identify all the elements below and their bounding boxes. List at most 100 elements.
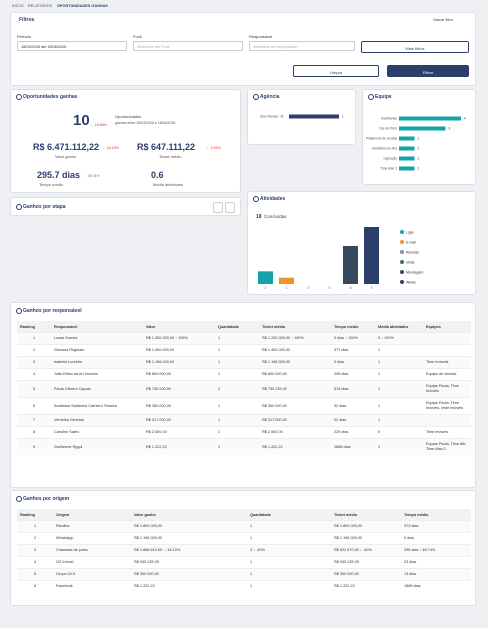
table-row: 2 WhatsApp R$ 1.196.000,00 1 R$ 1.196.000,00… [17,532,471,545]
table-cell: 1888 dias [331,438,375,455]
table-cell: R$ 1.868.610,00 ↓ -16.10% [131,544,247,557]
table-cell: 373 dias [401,520,471,533]
table-cell: João Eltino da Ari Imóveis [51,368,143,381]
table-cell: 371 dias [331,344,375,357]
table-cell: 0 ↓ 100% [375,332,423,345]
table-cell: 22 dias [331,414,375,427]
column-header: Tempo médio [331,321,375,333]
agency-card: Agência Boa Imóveis - M... 1 [247,89,356,145]
column-header: Valor ganho [131,509,247,521]
export-button[interactable] [225,202,235,213]
table-row: 6 Facebook R$ 1.222,22 1 R$ 1.222,22 1888 dia… [17,580,471,592]
table-cell: 1 [215,397,259,415]
table-header-row: Ranking Responsável Valor Quantidade Ticket … [17,321,471,333]
sort-button[interactable] [213,202,223,213]
filters-card: Filtros Salvar filtro Período 18/03/2026 at… [10,12,476,86]
table-cell: 8 [17,426,51,439]
table-cell: R$ 1.222,22 [331,580,401,592]
value-label: 0 [329,286,331,290]
table-cell: R$ 1.196.000,00 [143,356,215,369]
table-row: 8 Caroline Sales R$ 2.500,00 1 R$ 2.500,00 22… [17,426,471,439]
category-label: Time Alan 2 [380,167,397,171]
table-cell: R$ 622.870,00 ↓ -40% [331,544,401,557]
card-icon [253,94,259,100]
legend-swatch [400,240,404,244]
input-placeholder: Selecione um responsável [253,44,298,49]
button-label: Mais filtros [405,45,425,51]
table-cell: 1 [215,356,259,369]
table-row: 5 Paula Oliveira Caputo R$ 750.000,00 2 R$ 7… [17,380,471,398]
breadcrumb-item[interactable]: INÍCIO [12,4,24,8]
table-cell: R$ 1.200.000,00 ↑ 100% [259,332,331,345]
table-cell: 6 [17,580,53,592]
legend-swatch [400,250,404,254]
legend-label: Visita [406,261,415,265]
table-cell: Equipe Paula, Time Alb, Time Alan 2 [423,438,471,455]
card-title: Filtros [19,17,35,23]
table-cell: Equipe Paula, Time Imóveis [423,380,471,398]
legend-swatch [400,260,404,264]
stage-card: Ganhos por etapa [10,197,241,216]
table-cell: R$ 800.000,00 [259,368,331,381]
table-cell: R$ 1.222,22 [259,438,331,455]
table-row: 3 Isabella Loureiro R$ 1.196.000,00 1 R$ 1.1… [17,356,471,369]
table-cell: 2 [17,344,51,357]
table-cell: Giovana Reginato [51,344,143,357]
value-label: 0 [308,286,310,290]
table-cell: 0 dias ↓ 100% [331,332,375,345]
input[interactable]: Selecione um Funil [133,41,243,51]
value-label: 1 [418,147,420,151]
card-title: Ganhos por responsável [23,308,82,314]
table-cell: 1 [375,344,423,357]
button[interactable]: Mais filtros [361,41,469,53]
table-cell: 1 [215,426,259,439]
input[interactable]: 18/03/2026 até 18/06/2026 [17,41,127,51]
table-cell: 1 [247,556,331,569]
column-header: Origem [53,509,131,521]
table-cell: Time imóveis [423,426,471,439]
column-header: Ranking [17,321,51,333]
table-cell: 3 [17,544,53,557]
category-label: Plataforma de vendas [366,137,397,141]
table-cell: R$ 317.000,00 [143,414,215,427]
table-cell: 1 [375,368,423,381]
table-cell: 6 [17,397,51,415]
bar [399,146,415,151]
summary-card: Oportunidades ganhas 10 ↓ -16.66% Oportunid… [10,89,241,193]
card-icon [253,196,259,202]
table-cell: OZ Imóvel [53,556,131,569]
table-cell: 1 [215,344,259,357]
table-cell: 229 dias [331,426,375,439]
bar [364,227,379,284]
card-icon [16,204,22,210]
table-cell: 1888 dias [401,580,471,592]
field-label: Responsável [249,34,273,39]
button[interactable]: Filtrar [387,65,469,77]
category-label: Boa Imóveis - M... [260,115,286,119]
value-label: 4 [464,117,466,121]
column-header: Ranking [17,509,53,521]
input-placeholder: Selecione um Funil [137,44,170,49]
table-cell: 2 [17,532,53,545]
value-label: 9 [371,286,373,290]
table-cell: 295 dias [331,368,375,381]
input[interactable]: Selecione um responsável [249,41,355,51]
button[interactable]: Limpar [293,65,379,77]
column-header: Quantidade [247,509,331,521]
table-cell: 4 [17,556,53,569]
table-cell: R$ 1.400.000,00 [259,344,331,357]
category-label: Captação [383,157,397,161]
legend-swatch [400,270,404,274]
save-filter[interactable]: Salvar filtro [433,17,454,22]
legend-label: Reunião [406,251,419,255]
table: Ranking Responsável Valor Quantidade Ticket … [17,321,471,455]
table-cell: R$ 1.800.000,00 [131,520,247,533]
value-label: 3 [449,127,451,131]
value-label: 1 [342,115,344,119]
breadcrumb-item[interactable]: RELATÓRIOS [28,4,53,8]
field-label: Período [17,34,32,39]
table-row: 1 Planilha R$ 1.800.000,00 1 R$ 1.800.000,00… [17,520,471,533]
card-icon [368,94,374,100]
table-cell: R$ 360.000,00 [131,568,247,581]
table-row: 9 Guilherme Rygol R$ 1.222,22 1 R$ 1.222,22 1… [17,438,471,455]
